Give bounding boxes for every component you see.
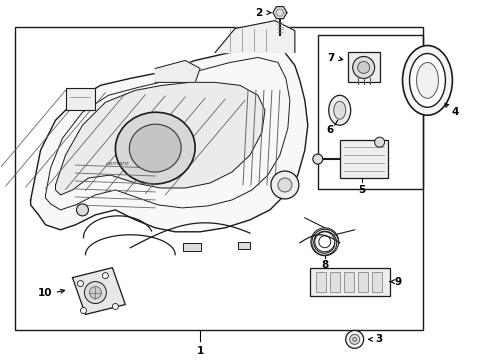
Ellipse shape [416,62,438,98]
Text: 2: 2 [254,8,262,18]
Circle shape [84,282,106,303]
Text: 5: 5 [357,185,365,195]
Circle shape [81,307,86,314]
Polygon shape [272,6,286,19]
Circle shape [277,178,291,192]
Ellipse shape [402,45,451,115]
Text: 6: 6 [325,125,333,135]
Text: 9: 9 [394,276,401,287]
Text: 7: 7 [326,54,334,63]
Ellipse shape [328,95,350,125]
Bar [347,53,379,82]
Polygon shape [56,82,264,195]
Bar [357,272,367,292]
Ellipse shape [115,112,195,184]
Circle shape [357,62,369,73]
Ellipse shape [333,101,345,119]
Bar [371,272,381,292]
Ellipse shape [408,54,445,107]
Bar [339,140,387,178]
Bar [238,242,249,249]
Circle shape [345,330,363,348]
Polygon shape [155,60,200,82]
Polygon shape [215,21,294,53]
Text: 4: 4 [450,107,458,117]
Circle shape [352,57,374,78]
Ellipse shape [129,124,181,172]
Circle shape [112,303,118,310]
Text: 10: 10 [38,288,52,298]
Bar [343,272,353,292]
Polygon shape [72,268,125,315]
Bar [317,35,423,189]
Text: 8: 8 [321,260,328,270]
Circle shape [77,280,83,287]
Bar [15,27,423,330]
Circle shape [374,137,384,147]
Polygon shape [31,49,307,232]
Circle shape [352,337,356,341]
Bar [315,272,325,292]
Circle shape [349,334,359,345]
Text: 1: 1 [196,346,203,356]
Bar [65,88,95,110]
Bar [309,268,389,296]
Circle shape [76,204,88,216]
Circle shape [89,287,101,298]
Circle shape [102,273,108,279]
Circle shape [270,171,298,199]
Bar [329,272,339,292]
Text: camaro: camaro [105,161,129,166]
Text: 3: 3 [375,334,382,345]
Bar [183,243,201,251]
Circle shape [312,154,322,164]
